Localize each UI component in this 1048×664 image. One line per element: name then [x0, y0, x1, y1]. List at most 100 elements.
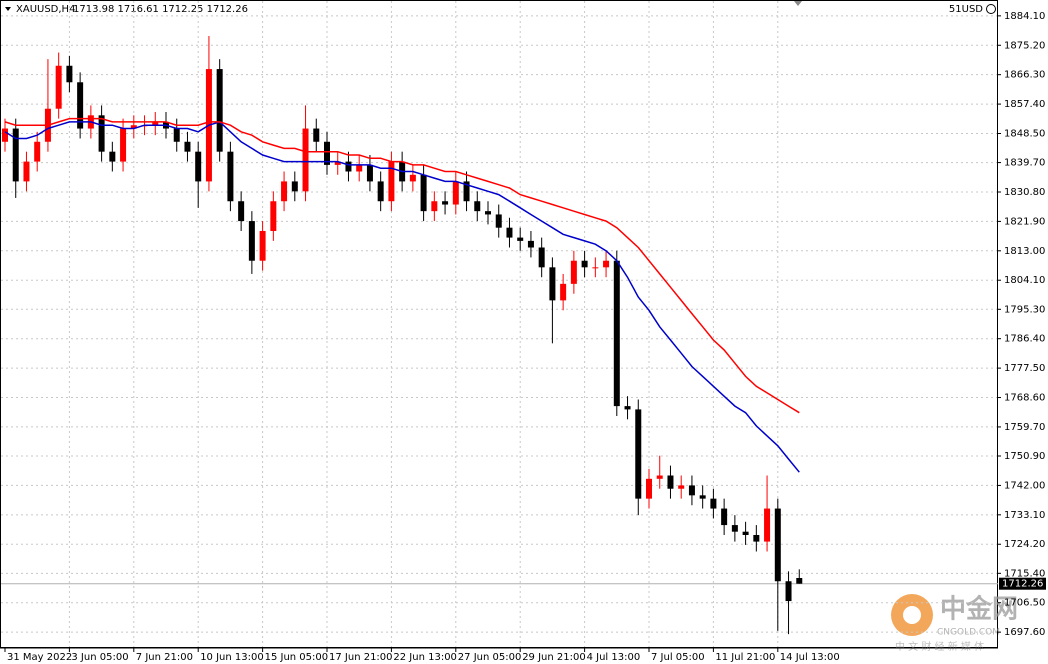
y-tick-label: 1875.20: [1004, 40, 1045, 51]
candle-body: [485, 211, 491, 215]
x-tick-label: 14 Jul 13:00: [780, 652, 840, 663]
candle-body: [517, 237, 524, 241]
marks: [2, 36, 803, 635]
y-tick-label: 1821.90: [1004, 216, 1045, 227]
candle-body: [742, 531, 749, 535]
candle-body: [753, 534, 760, 542]
candle-body: [345, 161, 352, 172]
candle-body: [506, 227, 513, 238]
x-tick-label: 4 Jul 13:00: [587, 652, 641, 663]
candle-body: [592, 267, 599, 269]
y-tick-label: 1884.10: [1004, 11, 1045, 22]
y-tick-label: 1697.60: [1004, 627, 1045, 638]
x-tick-label: 11 Jul 21:00: [715, 652, 775, 663]
candle-body: [710, 498, 717, 509]
candle-body: [152, 121, 159, 126]
y-tick-label: 1839.70: [1004, 158, 1045, 169]
y-tick-label: 1715.40: [1004, 568, 1045, 579]
candle-body: [463, 181, 470, 202]
candle-body: [227, 151, 234, 202]
y-tick-label: 1759.70: [1004, 422, 1045, 433]
y-tick-label: 1830.80: [1004, 187, 1045, 198]
grid: [1, 1, 998, 647]
y-tick-label: 1724.20: [1004, 539, 1045, 550]
y-tick-label: 1768.60: [1004, 393, 1045, 404]
candle-body: [313, 128, 320, 142]
candle-body: [109, 151, 116, 162]
candle-body: [259, 230, 266, 261]
y-tick-label: 1706.50: [1004, 598, 1045, 609]
candle-body: [12, 128, 19, 182]
y-tick-label: 1742.00: [1004, 480, 1045, 491]
scroll-marker: [794, 1, 802, 6]
candle-body: [570, 260, 577, 284]
candle-body: [324, 141, 330, 165]
watermark: 中金网 CNGOLD.COM 中 文 财 经 新 媒 体: [891, 594, 1018, 653]
y-tick-label: 1750.90: [1004, 451, 1045, 462]
x-tick-label: 17 Jun 21:00: [329, 652, 393, 663]
candle-body: [667, 475, 674, 489]
y-tick-label: 1848.50: [1004, 128, 1045, 139]
x-tick-label: 7 Jul 05:00: [651, 652, 705, 663]
candle-body: [420, 174, 427, 212]
candle-body: [603, 260, 610, 268]
x-tick-label: 3 Jun 05:00: [71, 652, 128, 663]
symbol-title: XAUUSD,H4: [16, 4, 75, 15]
candle-body: [377, 181, 384, 202]
candle-body: [495, 214, 502, 228]
candle-body: [302, 128, 309, 192]
y-tick-label: 1804.10: [1004, 275, 1045, 286]
candle-body: [55, 65, 62, 109]
candle-body: [538, 247, 545, 268]
candle-body: [452, 181, 459, 205]
symbol-arrow: [5, 7, 11, 11]
candle-body: [581, 260, 588, 268]
moving-average: [4, 117, 800, 414]
x-tick-label: 22 Jun 13:00: [393, 652, 457, 663]
watermark-logo-core: [903, 606, 921, 624]
candle-body: [624, 406, 631, 410]
candle-body: [474, 201, 481, 212]
watermark-brand: 中金网: [940, 594, 1018, 625]
candle-body: [66, 65, 73, 83]
candle-body: [238, 201, 245, 222]
candle-body: [173, 128, 180, 142]
candle-body: [796, 578, 803, 584]
candle-body: [130, 125, 137, 129]
candle-body: [549, 267, 556, 301]
y-tick-label: 1857.40: [1004, 99, 1045, 110]
moving-average: [4, 121, 800, 473]
candle-body: [23, 161, 30, 182]
x-tick-label: 27 Jun 05:00: [458, 652, 522, 663]
candle-body: [388, 161, 395, 202]
watermark-slogan: 中 文 财 经 新 媒 体: [895, 640, 984, 653]
candle-body: [613, 260, 620, 407]
candle-body: [678, 485, 685, 489]
candle-body: [77, 82, 84, 129]
candle-body: [699, 495, 706, 499]
x-tick-label: 29 Jun 21:00: [522, 652, 586, 663]
candle-body: [366, 164, 373, 182]
candle-body: [120, 128, 127, 162]
last-price-label: 1712.26: [1002, 579, 1043, 590]
plot-frame: [0, 0, 998, 648]
candle-body: [764, 508, 771, 542]
account-label: 51USD: [949, 4, 983, 15]
clock-icon: [986, 4, 996, 14]
candle-body: [442, 201, 449, 205]
y-tick-label: 1777.50: [1004, 363, 1045, 374]
candle-body: [216, 69, 223, 152]
candle-body: [409, 174, 416, 182]
candle-body: [248, 221, 255, 261]
x-tick-label: 10 Jun 13:00: [200, 652, 264, 663]
ohlc-text: 1713.98 1716.61 1712.25 1712.26: [73, 4, 248, 15]
candle-body: [356, 164, 363, 172]
candle-body: [184, 141, 191, 152]
candle-body: [281, 181, 288, 202]
y-tick-label: 1813.00: [1004, 246, 1045, 257]
candle-body: [98, 115, 105, 152]
x-tick-label: 15 Jun 05:00: [265, 652, 329, 663]
candle-body: [635, 409, 642, 499]
y-tick-label: 1795.30: [1004, 304, 1045, 315]
